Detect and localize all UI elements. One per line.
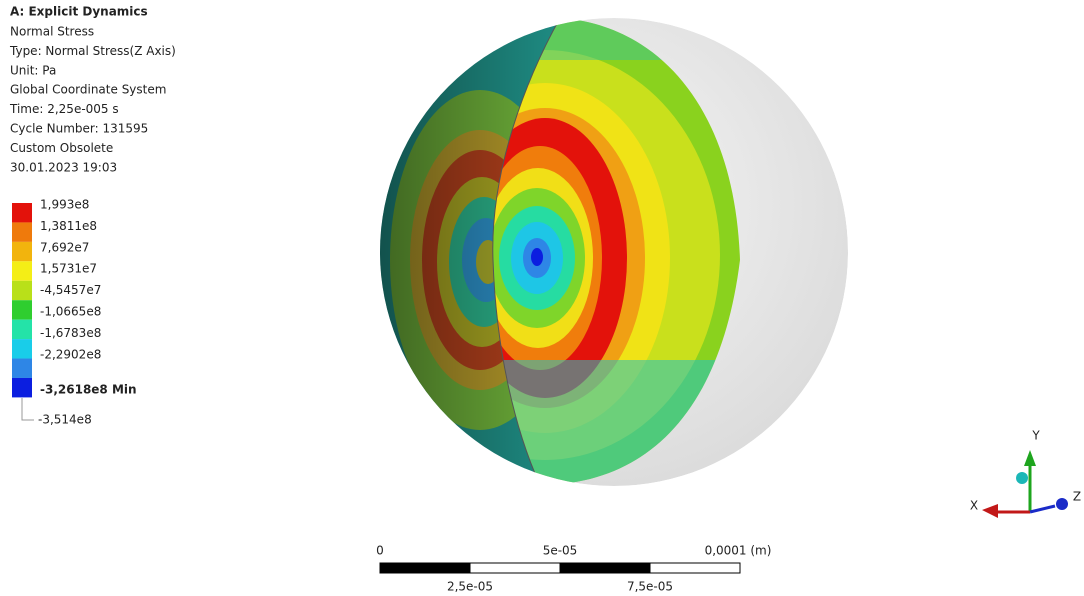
legend-connector <box>21 398 34 421</box>
scale-label: 0 <box>376 544 384 558</box>
legend-swatch <box>12 319 32 340</box>
result-info: Unit: Pa <box>10 63 56 77</box>
result-title: A: Explicit Dynamics <box>10 5 148 19</box>
scale-label: 5e-05 <box>543 544 578 558</box>
result-info: Cycle Number: 131595 <box>10 122 148 136</box>
legend-min-label: -3,2618e8 Min <box>40 383 137 397</box>
scale-segment <box>649 562 741 574</box>
legend-swatch <box>12 261 32 281</box>
sphere-model <box>380 18 848 486</box>
result-info: Type: Normal Stress(Z Axis) <box>9 44 176 58</box>
result-info: Normal Stress <box>10 25 94 39</box>
legend-floor-label: -3,514e8 <box>38 413 92 427</box>
legend-swatch <box>12 203 32 223</box>
legend-swatch <box>12 339 32 359</box>
scale-label: 2,5e-05 <box>447 580 493 594</box>
result-info: Global Coordinate System <box>10 83 166 97</box>
scale-segment <box>379 562 471 574</box>
legend-label: 1,993e8 <box>40 198 89 212</box>
scale-segment <box>559 562 651 574</box>
legend-swatch <box>12 241 32 262</box>
triad-label: X <box>970 499 978 513</box>
scale-label: 0,0001 (m) <box>705 544 772 558</box>
result-info: Custom Obsolete <box>10 141 113 155</box>
result-info: Time: 2,25e-005 s <box>9 102 119 116</box>
triad-label: Z <box>1073 490 1081 504</box>
legend-swatch <box>12 280 32 301</box>
scale-segment <box>469 562 561 574</box>
legend-swatch <box>12 300 32 320</box>
legend-label: -1,0665e8 <box>40 305 101 319</box>
result-info: 30.01.2023 19:03 <box>10 160 117 174</box>
legend-swatch <box>12 377 32 398</box>
legend-swatch <box>12 358 32 378</box>
scale-label: 7,5e-05 <box>627 580 673 594</box>
axis-triad: Y X Z <box>970 429 1081 518</box>
legend-label: -1,6783e8 <box>40 326 101 340</box>
legend-swatch <box>12 222 32 242</box>
legend-label: -4,5457e7 <box>40 283 101 297</box>
legend-label: 1,5731e7 <box>40 262 97 276</box>
triad-label: Y <box>1031 429 1040 443</box>
legend-label: -2,2902e8 <box>40 347 101 361</box>
legend-label: 1,3811e8 <box>40 219 97 233</box>
legend-label: 7,692e7 <box>40 240 89 254</box>
